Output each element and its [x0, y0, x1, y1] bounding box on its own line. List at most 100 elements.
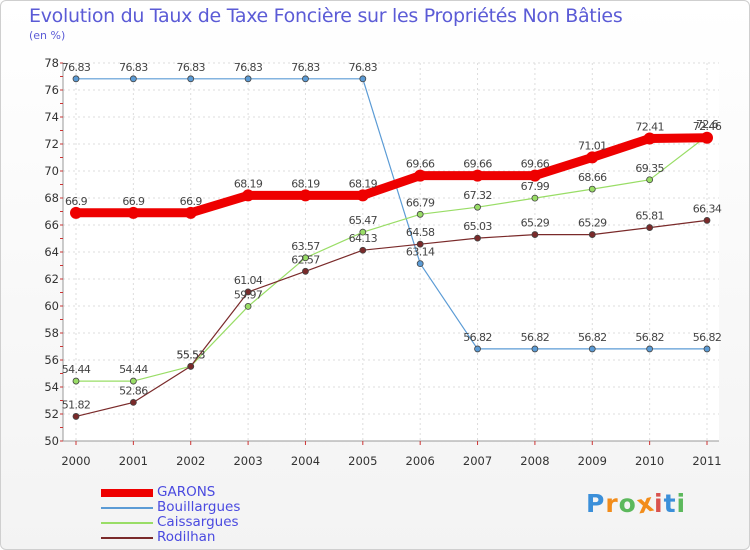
data-label-caissargues: 59.97 [234, 288, 263, 301]
legend-label: Caissargues [157, 514, 239, 530]
data-point-rodilhan [588, 231, 596, 238]
data-label-rodilhan: 65.29 [578, 217, 607, 230]
data-label-bouillargues: 56.82 [578, 331, 607, 344]
y-tick-label: 62 [44, 272, 59, 286]
x-tick-label: 2001 [119, 454, 148, 468]
data-label-rodilhan: 55.53 [176, 348, 205, 361]
data-point-caissargues [129, 377, 137, 385]
proxiti-logo: Proxiti [586, 488, 687, 520]
legend-item-bouillargues: Bouillargues [101, 500, 351, 515]
data-point-garons [184, 206, 197, 219]
y-tick-label: 50 [44, 434, 59, 448]
data-label-caissargues: 55.53 [176, 348, 205, 361]
y-tick-label: 64 [44, 245, 59, 259]
data-label-rodilhan: 61.04 [234, 274, 263, 287]
data-point-caissargues [646, 176, 654, 184]
data-label-caissargues: 68.66 [578, 171, 607, 184]
data-point-garons [127, 206, 140, 219]
data-label-garons: 68.19 [234, 177, 263, 190]
data-label-rodilhan: 64.13 [349, 232, 378, 245]
data-label-rodilhan: 65.03 [463, 220, 492, 233]
data-label-caissargues: 54.44 [119, 363, 148, 376]
data-point-garons [70, 206, 82, 219]
data-point-garons [414, 169, 427, 182]
data-point-garons [471, 169, 484, 182]
data-label-garons: 72.41 [635, 120, 664, 133]
data-point-rodilhan [359, 246, 367, 254]
data-point-rodilhan [302, 267, 309, 275]
legend-swatch [101, 507, 153, 509]
data-label-rodilhan: 51.82 [62, 398, 91, 411]
y-tick-label: 70 [44, 164, 59, 178]
y-tick-label: 78 [44, 56, 59, 70]
data-point-bouillargues [302, 75, 309, 83]
data-label-bouillargues: 76.83 [234, 61, 263, 74]
y-tick-label: 54 [44, 380, 59, 394]
data-point-bouillargues [244, 75, 252, 83]
data-point-garons [643, 132, 656, 145]
legend-item-garons: GARONS [101, 485, 351, 500]
data-point-caissargues [244, 303, 252, 310]
data-label-rodilhan: 62.57 [291, 253, 320, 266]
y-tick-label: 66 [44, 218, 59, 232]
x-tick-label: 2004 [291, 454, 320, 468]
data-point-rodilhan [531, 231, 539, 238]
series-line-garons [71, 133, 712, 218]
x-tick-label: 2009 [578, 454, 607, 468]
data-point-garons [299, 189, 312, 202]
data-point-caissargues [72, 377, 80, 385]
data-label-rodilhan: 66.34 [693, 202, 722, 215]
data-point-garons [356, 189, 369, 202]
logo-letter: t [663, 489, 677, 518]
data-point-caissargues [588, 185, 596, 193]
legend-item-caissargues: Caissargues [101, 515, 351, 530]
data-point-rodilhan [244, 288, 252, 296]
legend-label: Bouillargues [157, 499, 241, 515]
logo-letter: i [654, 489, 664, 518]
data-label-garons: 68.19 [349, 177, 378, 190]
data-point-bouillargues [129, 75, 137, 83]
x-tick-label: 2003 [233, 454, 262, 468]
logo-letter: r [605, 489, 619, 518]
data-point-bouillargues [588, 345, 596, 353]
data-label-garons: 66.9 [122, 195, 145, 208]
data-point-bouillargues [359, 75, 367, 83]
data-label-bouillargues: 76.83 [176, 61, 205, 74]
chart-legend: GARONS Bouillargues Caissargues Rodilhan [101, 485, 351, 545]
x-tick-label: 2005 [348, 454, 377, 468]
data-label-caissargues: 69.35 [635, 162, 664, 175]
series-line-caissargues [75, 135, 708, 382]
legend-swatch [101, 537, 153, 539]
data-label-rodilhan: 65.29 [521, 217, 550, 230]
data-label-bouillargues: 56.82 [463, 331, 492, 344]
logo-letter: P [586, 489, 606, 518]
data-point-garons [701, 131, 713, 144]
legend-item-rodilhan: Rodilhan [101, 530, 351, 545]
data-point-bouillargues [703, 345, 711, 353]
logo-letter: i [676, 489, 687, 518]
legend-swatch [101, 489, 153, 497]
x-tick-label: 2000 [61, 454, 90, 468]
data-label-garons: 69.66 [463, 158, 492, 171]
data-label-bouillargues: 76.83 [349, 61, 378, 74]
data-point-rodilhan [129, 398, 137, 406]
chart-title: Evolution du Taux de Taxe Foncière sur l… [29, 5, 623, 27]
data-point-bouillargues [72, 75, 80, 83]
legend-label: GARONS [157, 484, 216, 500]
data-label-caissargues: 63.57 [291, 240, 320, 253]
data-label-bouillargues: 56.82 [693, 331, 722, 344]
data-point-rodilhan [187, 362, 195, 370]
y-tick-label: 74 [44, 110, 59, 124]
series-line-rodilhan [75, 219, 708, 417]
y-tick-label: 56 [44, 353, 59, 367]
data-label-garons: 66.9 [180, 195, 203, 208]
data-label-bouillargues: 76.83 [291, 61, 320, 74]
data-point-caissargues [302, 254, 309, 262]
legend-swatch [101, 522, 153, 524]
y-tick-label: 60 [44, 299, 59, 313]
data-label-caissargues: 65.47 [349, 214, 378, 227]
y-tick-label: 58 [44, 326, 59, 340]
data-label-rodilhan: 64.58 [406, 226, 435, 239]
data-point-garons [528, 169, 541, 182]
y-tick-label: 52 [44, 407, 59, 421]
